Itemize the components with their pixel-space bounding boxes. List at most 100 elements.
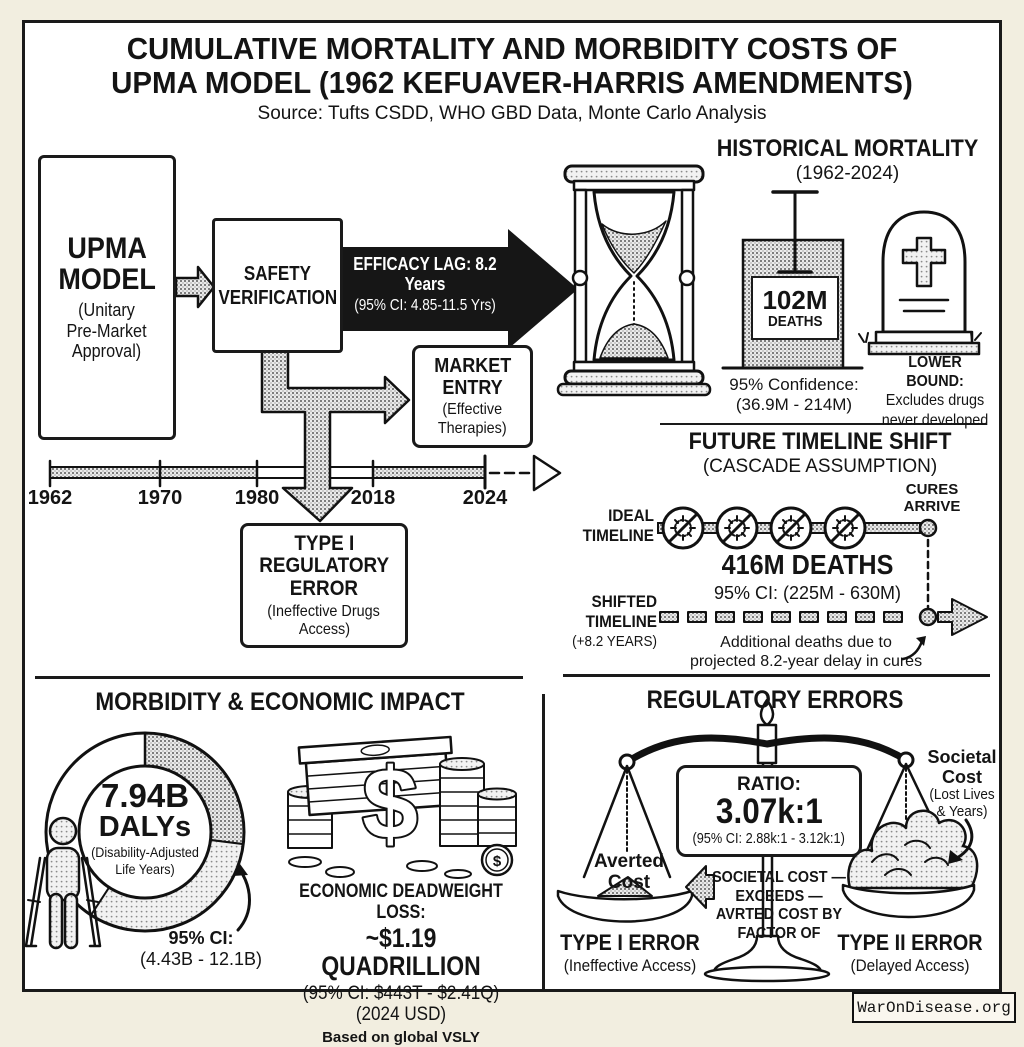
historical-ci-line2: (36.9M - 214M)	[735, 395, 853, 415]
economic-loss-block: ECONOMIC DEADWEIGHT LOSS: ~$1.19 QUADRIL…	[276, 881, 526, 1047]
money-pile-icon: $ $	[287, 735, 517, 879]
deaths-unit: DEATHS	[767, 312, 823, 330]
watermark-link[interactable]: WarOnDisease.org	[852, 992, 1016, 1023]
virus-crossed-icon	[823, 506, 867, 550]
market-entry-box: MARKET ENTRY (Effective Therapies)	[412, 345, 533, 448]
daly-ci-range: (4.43B - 12.1B)	[139, 948, 263, 969]
cures-arrive-dot	[918, 518, 938, 538]
daly-donut-label: 7.94B DALYs (Disability-Adjusted Life Ye…	[77, 779, 213, 877]
type1-line3: ERROR	[289, 576, 359, 600]
historical-ci-line1: 95% Confidence:	[729, 375, 859, 394]
type1-error-title: TYPE I ERROR	[560, 930, 700, 955]
big-dollar-sign: $	[362, 748, 418, 860]
daly-ci: 95% CI: (4.43B - 12.1B)	[126, 928, 276, 969]
shifted-timeline-graphic	[659, 598, 988, 661]
arrow-upma-to-safety-icon	[174, 265, 216, 309]
shifted-cures-dot	[918, 607, 938, 627]
type2-error-title: TYPE II ERROR	[837, 930, 983, 955]
infographic-artwork: $ $	[24, 164, 988, 983]
future-subtitle: (CASCADE ASSUMPTION)	[702, 456, 938, 477]
tick-1970: 1970	[137, 487, 183, 509]
shifted-label-line3: (+8.2 YEARS)	[572, 633, 657, 651]
page-title-line2: UPMA MODEL (1962 KEFUAVER-HARRIS AMENDME…	[111, 65, 913, 100]
upma-title-line1: UPMA	[67, 231, 147, 265]
cures-line1: CURES	[905, 481, 959, 498]
ideal-label-line1: IDEAL	[608, 506, 654, 525]
divider-vertical	[542, 694, 545, 989]
virus-crossed-icon	[715, 506, 759, 550]
lower-bound-note: LOWER BOUND: Excludes drugs never develo…	[872, 353, 998, 430]
morbidity-title: MORBIDITY & ECONOMIC IMPACT	[95, 688, 465, 716]
virus-crossed-icon	[661, 506, 705, 550]
societal-line3: (Lost Lives	[929, 786, 995, 804]
cures-arrive-label: CURES ARRIVE	[897, 481, 967, 516]
type1-line2: REGULATORY	[259, 554, 389, 578]
future-note-line1: Additional deaths due to	[720, 634, 892, 651]
lower-bound-title: LOWER BOUND:	[906, 354, 964, 391]
lower-bound-line2: never developed	[881, 411, 989, 429]
efficacy-lag-arrow-icon	[343, 229, 578, 349]
upma-sub-line1: (Unitary	[78, 299, 136, 320]
balance-scale-icon	[556, 698, 979, 983]
coin-dollar-glyph: $	[493, 853, 502, 870]
type2-error-sub: (Delayed Access)	[850, 955, 970, 975]
flow-arrows	[174, 265, 411, 523]
ratio-value: 3.07k:1	[715, 791, 823, 831]
exceeds-note: SOCIETAL COST — EXCEEDS — AVRTED COST BY…	[700, 869, 858, 944]
future-note: Additional deaths due to projected 8.2-y…	[666, 634, 946, 672]
averted-cost-label: Averted Cost	[581, 851, 677, 894]
ideal-timeline-label: IDEAL TIMELINE	[577, 506, 654, 545]
lower-bound-line1: Excludes drugs	[885, 392, 985, 410]
donut-ci-arrow-icon	[233, 864, 248, 876]
type1-sub-line1: (Ineffective Drugs	[267, 602, 381, 620]
daly-sub1: (Disability-Adjusted	[91, 844, 199, 861]
tick-2024: 2024	[462, 487, 508, 509]
societal-cost-label: Societal Cost (Lost Lives & Years)	[916, 747, 1008, 821]
ratio-ci: (95% CI: 2.88k:1 - 3.12k:1)	[692, 830, 846, 848]
daly-unit: DALYs	[98, 811, 192, 843]
type1-regulatory-error-box: TYPE I REGULATORY ERROR (Ineffective Dru…	[240, 523, 408, 648]
future-title: FUTURE TIMELINE SHIFT	[688, 428, 952, 455]
future-deaths-ci: 95% CI: (225M - 630M)	[713, 583, 902, 603]
scale-beam	[623, 734, 910, 766]
averted-line2: Cost	[607, 871, 651, 893]
divider-bottom-right	[563, 674, 990, 677]
rock-pile-icon	[847, 809, 979, 890]
efficacy-line2: (95% CI: 4.85-11.5 Yrs)	[354, 297, 496, 315]
deaths-label-box: 102M DEATHS	[751, 276, 839, 340]
regulatory-title: REGULATORY ERRORS	[646, 686, 904, 714]
tick-1980: 1980	[234, 487, 280, 509]
efficacy-lag-label: EFFICACY LAG: 8.2 Years (95% CI: 4.85-11…	[340, 254, 510, 315]
hourglass-icon	[556, 164, 712, 397]
left-pan	[556, 889, 694, 923]
type2-error-label: TYPE II ERROR (Delayed Access)	[829, 930, 991, 975]
future-deaths-value: 416M DEATHS	[721, 549, 894, 580]
societal-line4: & Years)	[936, 803, 988, 821]
future-note-line2: projected 8.2-year delay in cures	[689, 652, 923, 670]
upma-title-line2: MODEL	[58, 263, 156, 297]
market-line1: MARKET	[433, 355, 511, 378]
ratio-label: RATIO:	[736, 773, 802, 795]
exceeds-line2: EXCEEDS —	[735, 887, 823, 905]
shifted-label-line2: TIMELINE	[585, 611, 657, 631]
type1-error-sub: (Ineffective Access)	[563, 955, 697, 975]
exceeds-line1: SOCIETAL COST —	[712, 869, 846, 886]
left-pointing-arrow-icon	[685, 865, 715, 909]
loss-note: Based on global VSLY	[322, 1028, 480, 1046]
tick-2018: 2018	[350, 487, 396, 509]
virus-crossed-icon	[769, 506, 813, 550]
type1-error-label: TYPE I ERROR (Ineffective Access)	[549, 930, 711, 975]
loss-ci: (95% CI: $443T - $2.41Q)	[302, 983, 500, 1005]
safety-line2: VERIFICATION	[218, 286, 337, 309]
safety-verification-box: SAFETY VERIFICATION	[212, 218, 343, 353]
divider-right-mid	[660, 423, 987, 425]
ratio-box: RATIO: 3.07k:1 (95% CI: 2.88k:1 - 3.12k:…	[676, 765, 862, 857]
loss-value: ~$1.19 QUADRILLION	[321, 922, 481, 981]
societal-line1: Societal	[927, 747, 997, 767]
daly-donut-chart	[44, 731, 251, 933]
upma-model-box: UPMA MODEL (Unitary Pre-Market Approval)	[38, 155, 176, 440]
market-line2: ENTRY	[442, 377, 503, 400]
source-line: Source: Tufts CSDD, WHO GBD Data, Monte …	[257, 103, 767, 124]
note-pointer-arrow-icon	[916, 636, 926, 646]
historical-title: HISTORICAL MORTALITY	[716, 135, 979, 162]
